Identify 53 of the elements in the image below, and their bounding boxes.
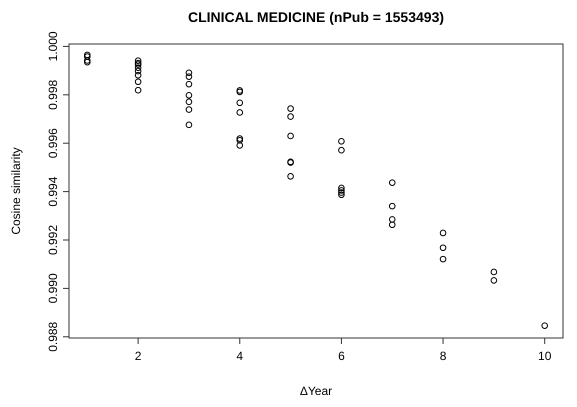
- point: [440, 230, 446, 236]
- x-tick-label: 2: [134, 349, 142, 363]
- point: [440, 244, 446, 252]
- point: [186, 80, 192, 88]
- point: [186, 106, 192, 113]
- point: [287, 173, 294, 180]
- point: [287, 132, 294, 140]
- point: [186, 92, 192, 99]
- y-tick-label: 0.996: [46, 128, 60, 158]
- x-axis-title: ΔYear: [300, 384, 332, 398]
- point: [236, 142, 244, 149]
- point: [134, 78, 142, 86]
- point: [338, 191, 345, 198]
- point: [490, 268, 498, 276]
- point: [236, 135, 244, 142]
- y-tick-label: 0.990: [46, 273, 60, 304]
- x-tick-label: 8: [440, 349, 447, 363]
- point: [134, 57, 142, 64]
- point: [287, 105, 294, 112]
- point: [388, 216, 396, 223]
- x-tick-label: 10: [538, 349, 552, 363]
- y-tick-label: 1.000: [46, 31, 60, 62]
- point: [134, 72, 142, 79]
- point: [236, 109, 244, 116]
- point: [388, 179, 396, 186]
- y-axis-title: Cosine similarity: [9, 147, 23, 235]
- point: [287, 113, 294, 120]
- point: [440, 256, 446, 262]
- point: [541, 322, 548, 329]
- y-tick-label: 0.992: [46, 224, 60, 256]
- y-tick-label: 0.994: [46, 176, 60, 207]
- point: [236, 137, 244, 144]
- point: [388, 202, 396, 210]
- point: [338, 189, 345, 196]
- point: [338, 146, 345, 154]
- point: [338, 138, 345, 145]
- point: [186, 98, 192, 106]
- point: [338, 187, 345, 194]
- point: [186, 122, 192, 128]
- point: [186, 73, 192, 80]
- point: [134, 64, 142, 72]
- point: [236, 100, 244, 106]
- point: [134, 86, 142, 94]
- x-tick-label: 6: [338, 349, 346, 363]
- y-tick-label: 0.998: [46, 79, 60, 110]
- x-tick-label: 4: [236, 349, 244, 363]
- point: [338, 184, 345, 192]
- point: [388, 221, 396, 228]
- point: [186, 69, 192, 76]
- point: [134, 68, 142, 74]
- point: [490, 277, 498, 284]
- chart-title: CLINICAL MEDICINE (nPub = 1553493): [188, 9, 444, 25]
- y-tick-label: 0.988: [46, 321, 60, 352]
